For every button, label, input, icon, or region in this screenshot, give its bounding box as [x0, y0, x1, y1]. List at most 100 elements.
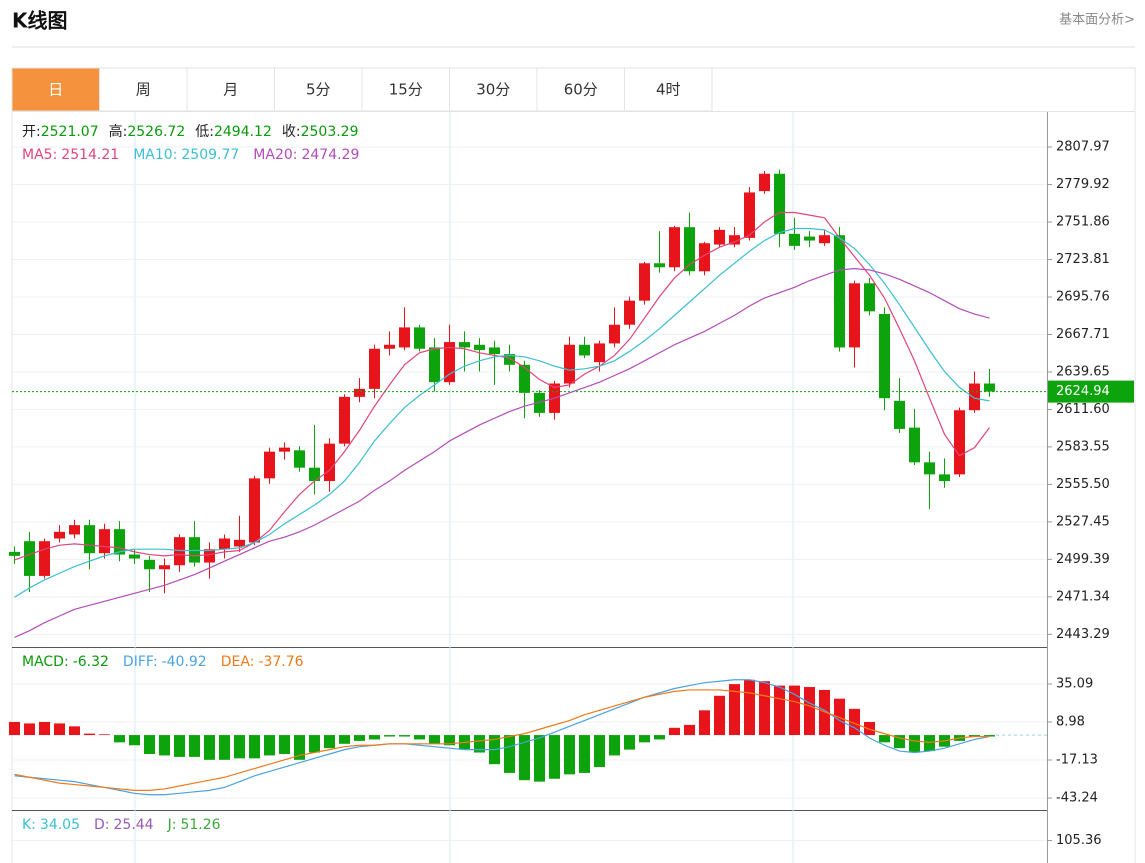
tab[interactable]: 15分 — [361, 67, 450, 112]
tab[interactable]: 周 — [99, 67, 188, 112]
tab[interactable]: 4时 — [624, 67, 713, 112]
candle-body — [639, 263, 650, 301]
candle-body — [249, 478, 260, 543]
legend-value: 51.26 — [180, 817, 220, 833]
candle-body — [789, 233, 800, 246]
macd-bar — [9, 721, 20, 736]
y-tick-label: 8.98 — [1056, 714, 1085, 729]
tab-label: 月 — [223, 81, 238, 99]
macd-bar — [69, 726, 80, 736]
macd-bar — [189, 735, 200, 757]
candle-body — [459, 342, 470, 348]
candle-body — [744, 192, 755, 238]
macd-bar — [474, 735, 485, 753]
candle-body — [144, 559, 155, 570]
legend-label: MA10: — [133, 147, 177, 163]
indicator-line — [14, 267, 990, 638]
y-tick-label: 2667.71 — [1056, 327, 1110, 342]
tab-label: 4时 — [656, 81, 681, 99]
candle-body — [309, 467, 320, 482]
macd-bar — [639, 735, 650, 743]
macd-bar — [699, 710, 710, 736]
macd-bar — [909, 735, 920, 753]
legend-label: K: — [22, 817, 36, 833]
y-tick-label: 2723.81 — [1056, 252, 1110, 267]
candle-body — [669, 227, 680, 268]
candle-body — [984, 383, 995, 392]
candle-body — [324, 443, 335, 482]
candle-body — [954, 410, 965, 475]
macd-bar — [759, 681, 770, 736]
macd-bar — [864, 721, 875, 736]
tab[interactable]: 5分 — [274, 67, 363, 112]
tab[interactable]: 30分 — [449, 67, 538, 112]
macd-bar — [249, 735, 260, 759]
legend-value: -37.76 — [258, 654, 303, 670]
macd-bar — [534, 735, 545, 782]
macd-bar — [444, 735, 455, 746]
fundamental-link[interactable]: 基本面分析> — [1059, 13, 1135, 28]
macd-bar — [354, 735, 365, 741]
macd-bar — [594, 735, 605, 768]
candle-body — [369, 348, 380, 389]
candle-body — [969, 383, 980, 411]
macd-bar — [414, 735, 425, 740]
legend-value: 25.44 — [114, 817, 154, 833]
y-tick-label: 2471.34 — [1056, 589, 1110, 604]
macd-bar — [894, 735, 905, 749]
indicator-line — [14, 689, 990, 791]
candle-body — [24, 541, 35, 576]
legend: MA5: 2514.21 MA10: 2509.77 MA20: 2474.29 — [22, 147, 359, 163]
macd-bar — [924, 735, 935, 752]
candle-body — [729, 235, 740, 245]
y-tick-label: 2583.55 — [1056, 439, 1110, 454]
legend-label: DEA: — [221, 654, 255, 670]
candle-body — [534, 392, 545, 413]
legend: 开:2521.07 高:2526.72 低:2494.12 收:2503.29 — [22, 123, 359, 140]
tab[interactable]: 月 — [186, 67, 275, 112]
legend-value: -6.32 — [73, 654, 109, 670]
candle-body — [759, 173, 770, 192]
macd-bar — [294, 735, 305, 760]
macd-bar — [339, 735, 350, 744]
candle-body — [594, 343, 605, 363]
candle-body — [279, 447, 290, 452]
candle-body — [354, 388, 365, 397]
tab[interactable]: 日 — [11, 67, 100, 112]
legend-label: DIFF: — [123, 654, 158, 670]
candle-body — [339, 396, 350, 444]
candle-body — [69, 525, 80, 535]
macd-bar — [384, 735, 395, 737]
candle-body — [234, 539, 245, 547]
candle-body — [9, 551, 20, 556]
legend-label: MA20: — [253, 147, 297, 163]
tab-bg — [274, 67, 363, 112]
candle-body — [909, 427, 920, 463]
candle-body — [399, 327, 410, 348]
candle-body — [174, 537, 185, 566]
tab-bg — [186, 67, 275, 112]
legend-label: 收: — [282, 124, 301, 140]
y-tick-label: 2611.60 — [1056, 402, 1110, 417]
macd-bar — [654, 735, 665, 740]
y-tick-label: -43.24 — [1056, 791, 1098, 806]
candle-body — [579, 344, 590, 356]
legend-label: 低: — [195, 124, 214, 140]
indicator-line — [14, 211, 990, 561]
macd-bar — [984, 735, 995, 737]
tab-bg — [361, 67, 450, 112]
y-tick-label: 105.36 — [1056, 833, 1102, 848]
candle-body — [714, 229, 725, 245]
legend-label: MACD: — [22, 654, 69, 670]
legend-value: -40.92 — [162, 654, 207, 670]
period-separators — [134, 112, 794, 863]
macd-bar — [774, 685, 785, 736]
candle-body — [654, 263, 665, 268]
macd-bar — [114, 735, 125, 743]
legend-label: J: — [167, 817, 177, 833]
macd-bar — [234, 735, 245, 759]
legend-label: 高: — [109, 123, 128, 140]
tab[interactable]: 60分 — [536, 67, 625, 112]
candle-body — [429, 347, 440, 383]
